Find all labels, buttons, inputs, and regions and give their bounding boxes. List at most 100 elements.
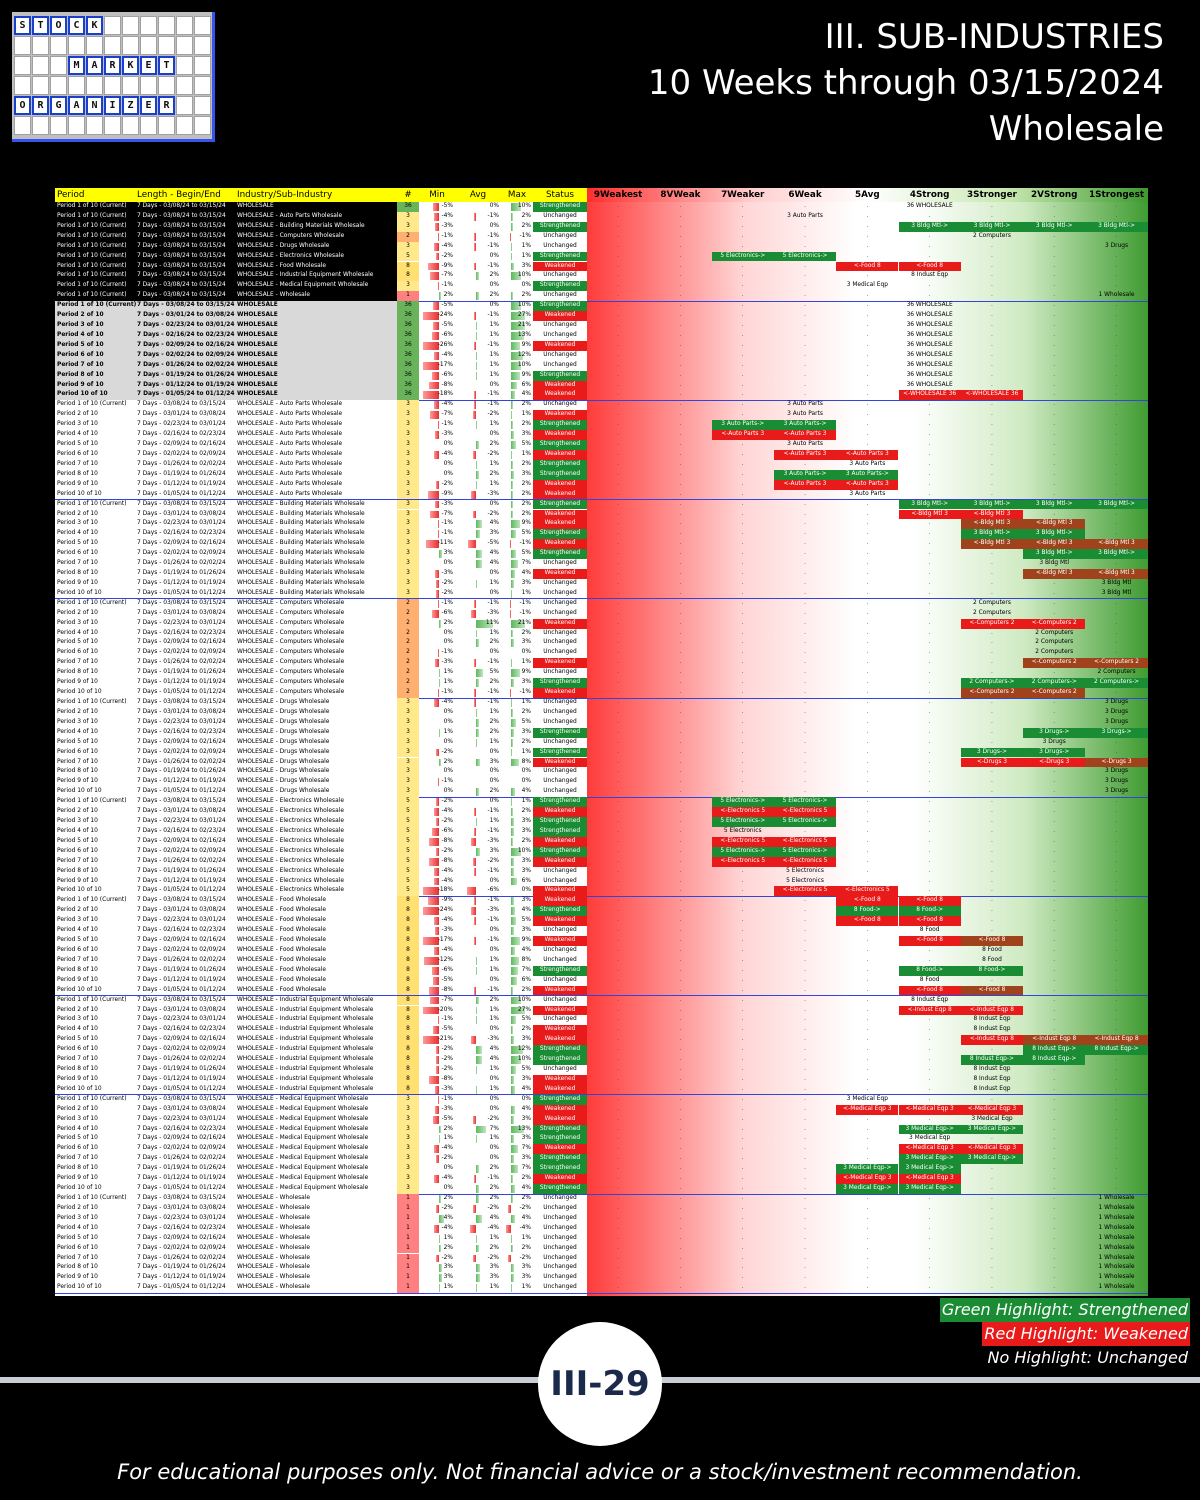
- industry-cell: WHOLESALE - Medical Equipment Wholesale: [237, 1164, 397, 1174]
- grid-placeholder-dot: .: [1085, 1025, 1147, 1035]
- grid-placeholder-dot: .: [649, 599, 711, 609]
- grid-placeholder-dot: .: [649, 281, 711, 291]
- grid-placeholder-dot: .: [1023, 579, 1085, 589]
- rank-grid-label: 8 Food->: [898, 965, 961, 976]
- grid-placeholder-dot: .: [774, 1174, 836, 1184]
- group-separator: [55, 1094, 1148, 1096]
- grid-placeholder-dot: .: [649, 787, 711, 797]
- grid-placeholder-dot: .: [961, 242, 1023, 252]
- date-range-title: 10 Weeks through 03/15/2024: [648, 60, 1164, 106]
- data-bar: [510, 203, 522, 211]
- grid-placeholder-dot: .: [899, 539, 961, 549]
- min-cell: -4%: [419, 698, 455, 708]
- max-cell: 2%: [501, 986, 533, 996]
- rank-grid-label: 3 Medical Eqp->: [836, 1164, 899, 1175]
- max-cell: 0%: [501, 281, 533, 291]
- status-cell: Unchanged: [533, 599, 587, 609]
- grid-placeholder-dot: .: [649, 797, 711, 807]
- grid-placeholder-dot: .: [712, 609, 774, 619]
- max-cell: 3%: [501, 579, 533, 589]
- rank-grid-label: <-Bldg Mtl 3: [960, 539, 1024, 550]
- min-cell: -21%: [419, 1035, 455, 1045]
- length-cell: 7 Days - 03/08/24 to 03/15/24: [137, 1194, 237, 1204]
- period-cell: Period 2 of 10: [57, 807, 137, 817]
- grid-placeholder-dot: .: [712, 966, 774, 976]
- min-cell: -1%: [419, 777, 455, 787]
- period-cell: Period 1 of 10 (Current): [57, 996, 137, 1006]
- grid-placeholder-dot: .: [649, 490, 711, 500]
- grid-placeholder-dot: .: [836, 371, 898, 381]
- rank-grid-label: <-Auto Parts 3: [711, 430, 774, 441]
- length-cell: 7 Days - 03/08/24 to 03/15/24: [137, 232, 237, 242]
- grid-placeholder-dot: .: [649, 271, 711, 281]
- grid-placeholder-dot: .: [712, 480, 774, 490]
- logo-letter-cell: [14, 36, 31, 55]
- industry-cell: WHOLESALE - Drugs Wholesale: [237, 758, 397, 768]
- logo-letter-cell: [14, 56, 31, 75]
- grid-placeholder-dot: .: [899, 619, 961, 629]
- grid-placeholder-dot: .: [712, 1134, 774, 1144]
- row-label-background: [55, 1273, 397, 1284]
- count-cell: 8: [397, 906, 419, 917]
- data-bar: [475, 728, 479, 737]
- grid-placeholder-dot: .: [587, 1105, 649, 1115]
- group-separator: [55, 300, 1148, 302]
- logo-letter-cell: [194, 36, 211, 55]
- grid-placeholder-dot: .: [774, 242, 836, 252]
- min-cell: -2%: [419, 847, 455, 857]
- length-cell: 7 Days - 02/09/24 to 02/16/24: [137, 1035, 237, 1045]
- grid-placeholder-dot: .: [712, 1283, 774, 1293]
- avg-cell: 1%: [455, 1006, 501, 1016]
- grid-placeholder-dot: .: [899, 1134, 961, 1144]
- industry-cell: WHOLESALE - Drugs Wholesale: [237, 718, 397, 728]
- table-row: Period 5 of 10 7 Days - 02/09/24 to 02/16…: [55, 1134, 1148, 1145]
- grid-placeholder-dot: .: [836, 708, 898, 718]
- avg-cell: 0%: [455, 202, 501, 212]
- status-cell: Unchanged: [533, 291, 587, 301]
- grid-placeholder-dot: .: [836, 321, 898, 331]
- grid-placeholder-dot: .: [1085, 1006, 1147, 1016]
- data-bar: [430, 272, 439, 281]
- rank-grid-label: 5 Electronics->: [773, 846, 837, 857]
- table-row: Period 8 of 10 7 Days - 01/19/24 to 01/26…: [55, 1164, 1148, 1175]
- data-bar: [435, 570, 439, 578]
- grid-placeholder-dot: .: [712, 460, 774, 470]
- industry-cell: WHOLESALE - Industrial Equipment Wholesa…: [237, 1006, 397, 1016]
- status-cell: Weakened: [533, 807, 587, 817]
- data-bar: [430, 411, 439, 420]
- data-bar: [429, 857, 439, 866]
- rank-grid-label: 8 Food: [961, 956, 1023, 966]
- industry-cell: WHOLESALE - Medical Equipment Wholesale: [237, 1105, 397, 1115]
- count-cell: 36: [397, 340, 419, 351]
- min-cell: -9%: [419, 896, 455, 906]
- status-cell: Weakened: [533, 658, 587, 669]
- grid-placeholder-dot: .: [649, 1234, 711, 1244]
- grid-placeholder-dot: .: [1085, 906, 1147, 916]
- grid-placeholder-dot: .: [587, 1075, 649, 1085]
- avg-cell: 1%: [455, 708, 501, 718]
- min-cell: -2%: [419, 589, 455, 599]
- grid-placeholder-dot: .: [587, 351, 649, 361]
- grid-placeholder-dot: .: [961, 291, 1023, 301]
- period-cell: Period 5 of 10: [57, 1234, 137, 1244]
- count-cell: 5: [397, 876, 419, 887]
- grid-placeholder-dot: .: [899, 758, 961, 768]
- max-cell: 3%: [501, 1273, 533, 1283]
- logo-letter-cell: [122, 16, 139, 35]
- grid-placeholder-dot: .: [1023, 877, 1085, 887]
- rank-grid-label: 36 WHOLESALE: [899, 331, 961, 341]
- grid-placeholder-dot: .: [961, 569, 1023, 579]
- rank-grid-label: 8 Food->: [836, 906, 899, 917]
- rank-grid-label: 3 Drugs: [1085, 767, 1147, 777]
- count-cell: 5: [397, 797, 419, 808]
- grid-placeholder-dot: .: [587, 311, 649, 321]
- rank-grid-label: <-WHOLESALE 36: [898, 390, 961, 401]
- status-cell: Weakened: [533, 936, 587, 946]
- length-cell: 7 Days - 01/26/24 to 02/02/24: [137, 1254, 237, 1264]
- grid-placeholder-dot: .: [899, 827, 961, 837]
- period-cell: Period 4 of 10: [57, 331, 137, 341]
- row-label-background: [55, 916, 397, 927]
- data-bar: [475, 322, 478, 330]
- table-row: Period 9 of 10 7 Days - 01/12/24 to 01/19…: [55, 777, 1148, 788]
- grid-placeholder-dot: .: [587, 1234, 649, 1244]
